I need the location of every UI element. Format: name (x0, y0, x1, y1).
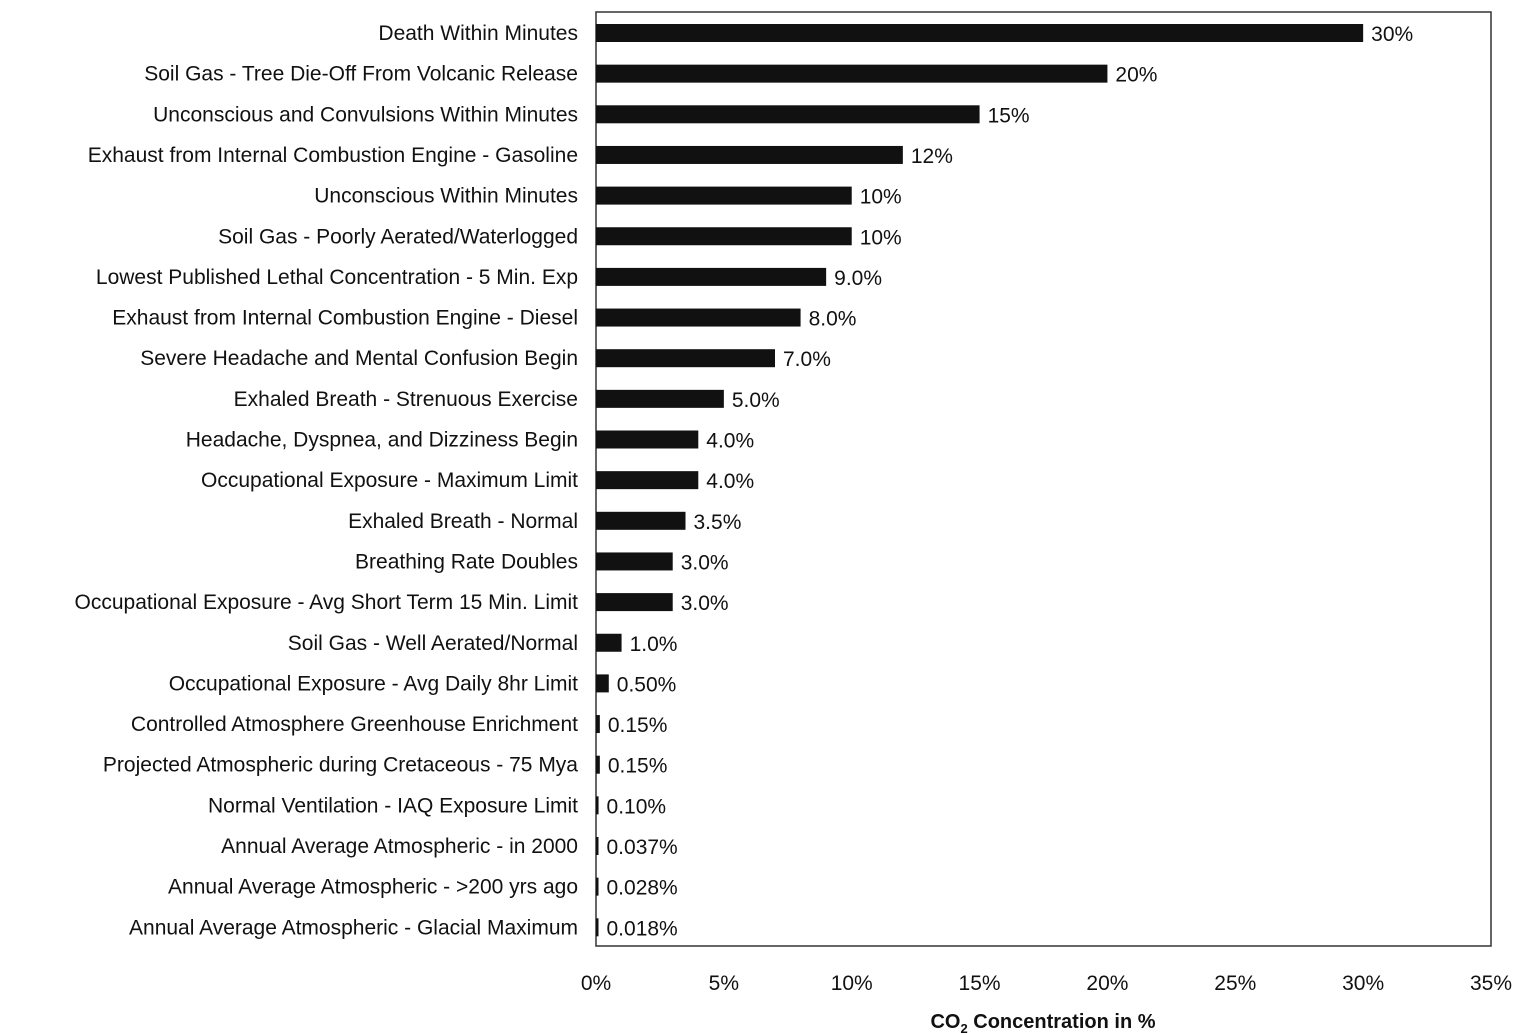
category-label: Severe Headache and Mental Confusion Beg… (140, 347, 578, 370)
bar (596, 633, 622, 652)
category-label: Breathing Rate Doubles (355, 550, 578, 573)
category-label: Soil Gas - Well Aerated/Normal (288, 632, 578, 655)
x-tick-label: 30% (1342, 972, 1384, 995)
value-label: 3.0% (681, 592, 729, 615)
category-label: Headache, Dyspnea, and Dizziness Begin (186, 429, 578, 452)
x-tick-label: 20% (1086, 972, 1128, 995)
category-label: Controlled Atmosphere Greenhouse Enrichm… (131, 713, 578, 736)
bars (596, 24, 1364, 937)
bar (596, 64, 1108, 83)
bar (596, 24, 1364, 42)
bar (596, 674, 609, 693)
value-label: 3.0% (681, 551, 729, 574)
bar (596, 389, 724, 408)
bar (596, 837, 599, 855)
bar (596, 918, 599, 937)
bar (596, 308, 801, 327)
bar (596, 349, 775, 368)
value-label: 0.10% (607, 795, 667, 818)
bar (596, 145, 903, 164)
category-label: Exhaled Breath - Strenuous Exercise (234, 388, 578, 411)
value-label: 10% (860, 186, 902, 209)
category-label: Occupational Exposure - Avg Daily 8hr Li… (169, 672, 578, 695)
value-label: 7.0% (783, 348, 831, 371)
value-label: 12% (911, 145, 953, 168)
bar (596, 552, 673, 571)
value-label: 8.0% (809, 308, 857, 331)
bar (596, 267, 827, 286)
bar (596, 430, 699, 449)
category-label: Normal Ventilation - IAQ Exposure Limit (208, 794, 578, 817)
x-axis-title-subscript: 2 (960, 1021, 967, 1035)
bar (596, 593, 673, 612)
category-label: Projected Atmospheric during Cretaceous … (103, 754, 578, 777)
value-label: 0.15% (608, 714, 668, 737)
x-tick-label: 15% (959, 972, 1001, 995)
value-label: 30% (1371, 23, 1413, 46)
x-tick-label: 35% (1470, 972, 1512, 995)
category-label: Lowest Published Lethal Concentration - … (96, 266, 578, 289)
value-label: 3.5% (694, 511, 742, 534)
category-label: Exhaust from Internal Combustion Engine … (112, 307, 578, 330)
x-tick-label: 10% (831, 972, 873, 995)
category-label: Unconscious Within Minutes (314, 185, 578, 208)
x-axis-title: CO2 Concentration in % (930, 1011, 1155, 1035)
bar (596, 471, 699, 490)
bar (596, 105, 980, 124)
category-label: Annual Average Atmospheric - >200 yrs ag… (168, 876, 578, 899)
bar (596, 511, 686, 530)
category-label: Exhaled Breath - Normal (348, 510, 578, 533)
value-label: 0.028% (607, 877, 678, 900)
x-axis-title-main: CO (930, 1011, 960, 1033)
value-label: 4.0% (706, 470, 754, 493)
category-label: Unconscious and Convulsions Within Minut… (153, 103, 578, 126)
category-label: Annual Average Atmospheric - Glacial Max… (129, 916, 578, 939)
x-tick-label: 5% (709, 972, 739, 995)
bar (596, 715, 600, 734)
value-label: 15% (988, 104, 1030, 127)
x-tick-label: 0% (581, 972, 611, 995)
value-label: 0.50% (617, 673, 677, 696)
value-label: 4.0% (706, 430, 754, 453)
value-label: 0.15% (608, 755, 668, 778)
category-label: Occupational Exposure - Maximum Limit (201, 469, 578, 492)
category-label: Annual Average Atmospheric - in 2000 (221, 835, 578, 858)
value-label: 20% (1115, 64, 1157, 87)
bar (596, 227, 852, 246)
bar (596, 186, 852, 205)
category-label: Exhaust from Internal Combustion Engine … (88, 144, 578, 167)
x-tick-label: 25% (1214, 972, 1256, 995)
category-label: Death Within Minutes (378, 22, 578, 45)
bar (596, 755, 600, 774)
category-label: Occupational Exposure - Avg Short Term 1… (75, 591, 579, 614)
value-label: 5.0% (732, 389, 780, 412)
bar (596, 877, 599, 896)
x-axis-ticks: 0% 5% 10% 15% 20% 25% 30% 35% (581, 972, 1512, 995)
x-axis-title-rest: Concentration in % (968, 1011, 1156, 1033)
value-label: 9.0% (834, 267, 882, 290)
category-labels: Death Within Minutes Soil Gas - Tree Die-… (75, 22, 579, 939)
value-label: 0.018% (607, 917, 678, 940)
bar (596, 796, 599, 815)
value-label: 0.037% (607, 836, 678, 859)
value-label: 10% (860, 226, 902, 249)
value-labels: 30% 20% 15% 12% 10% 10% 9.0% 8.0% 7.0%5.0% 4.0% 4.… (607, 23, 1414, 940)
value-label: 1.0% (630, 633, 678, 656)
category-label: Soil Gas - Poorly Aerated/Waterlogged (218, 225, 578, 248)
category-label: Soil Gas - Tree Die-Off From Volcanic Re… (144, 63, 578, 86)
